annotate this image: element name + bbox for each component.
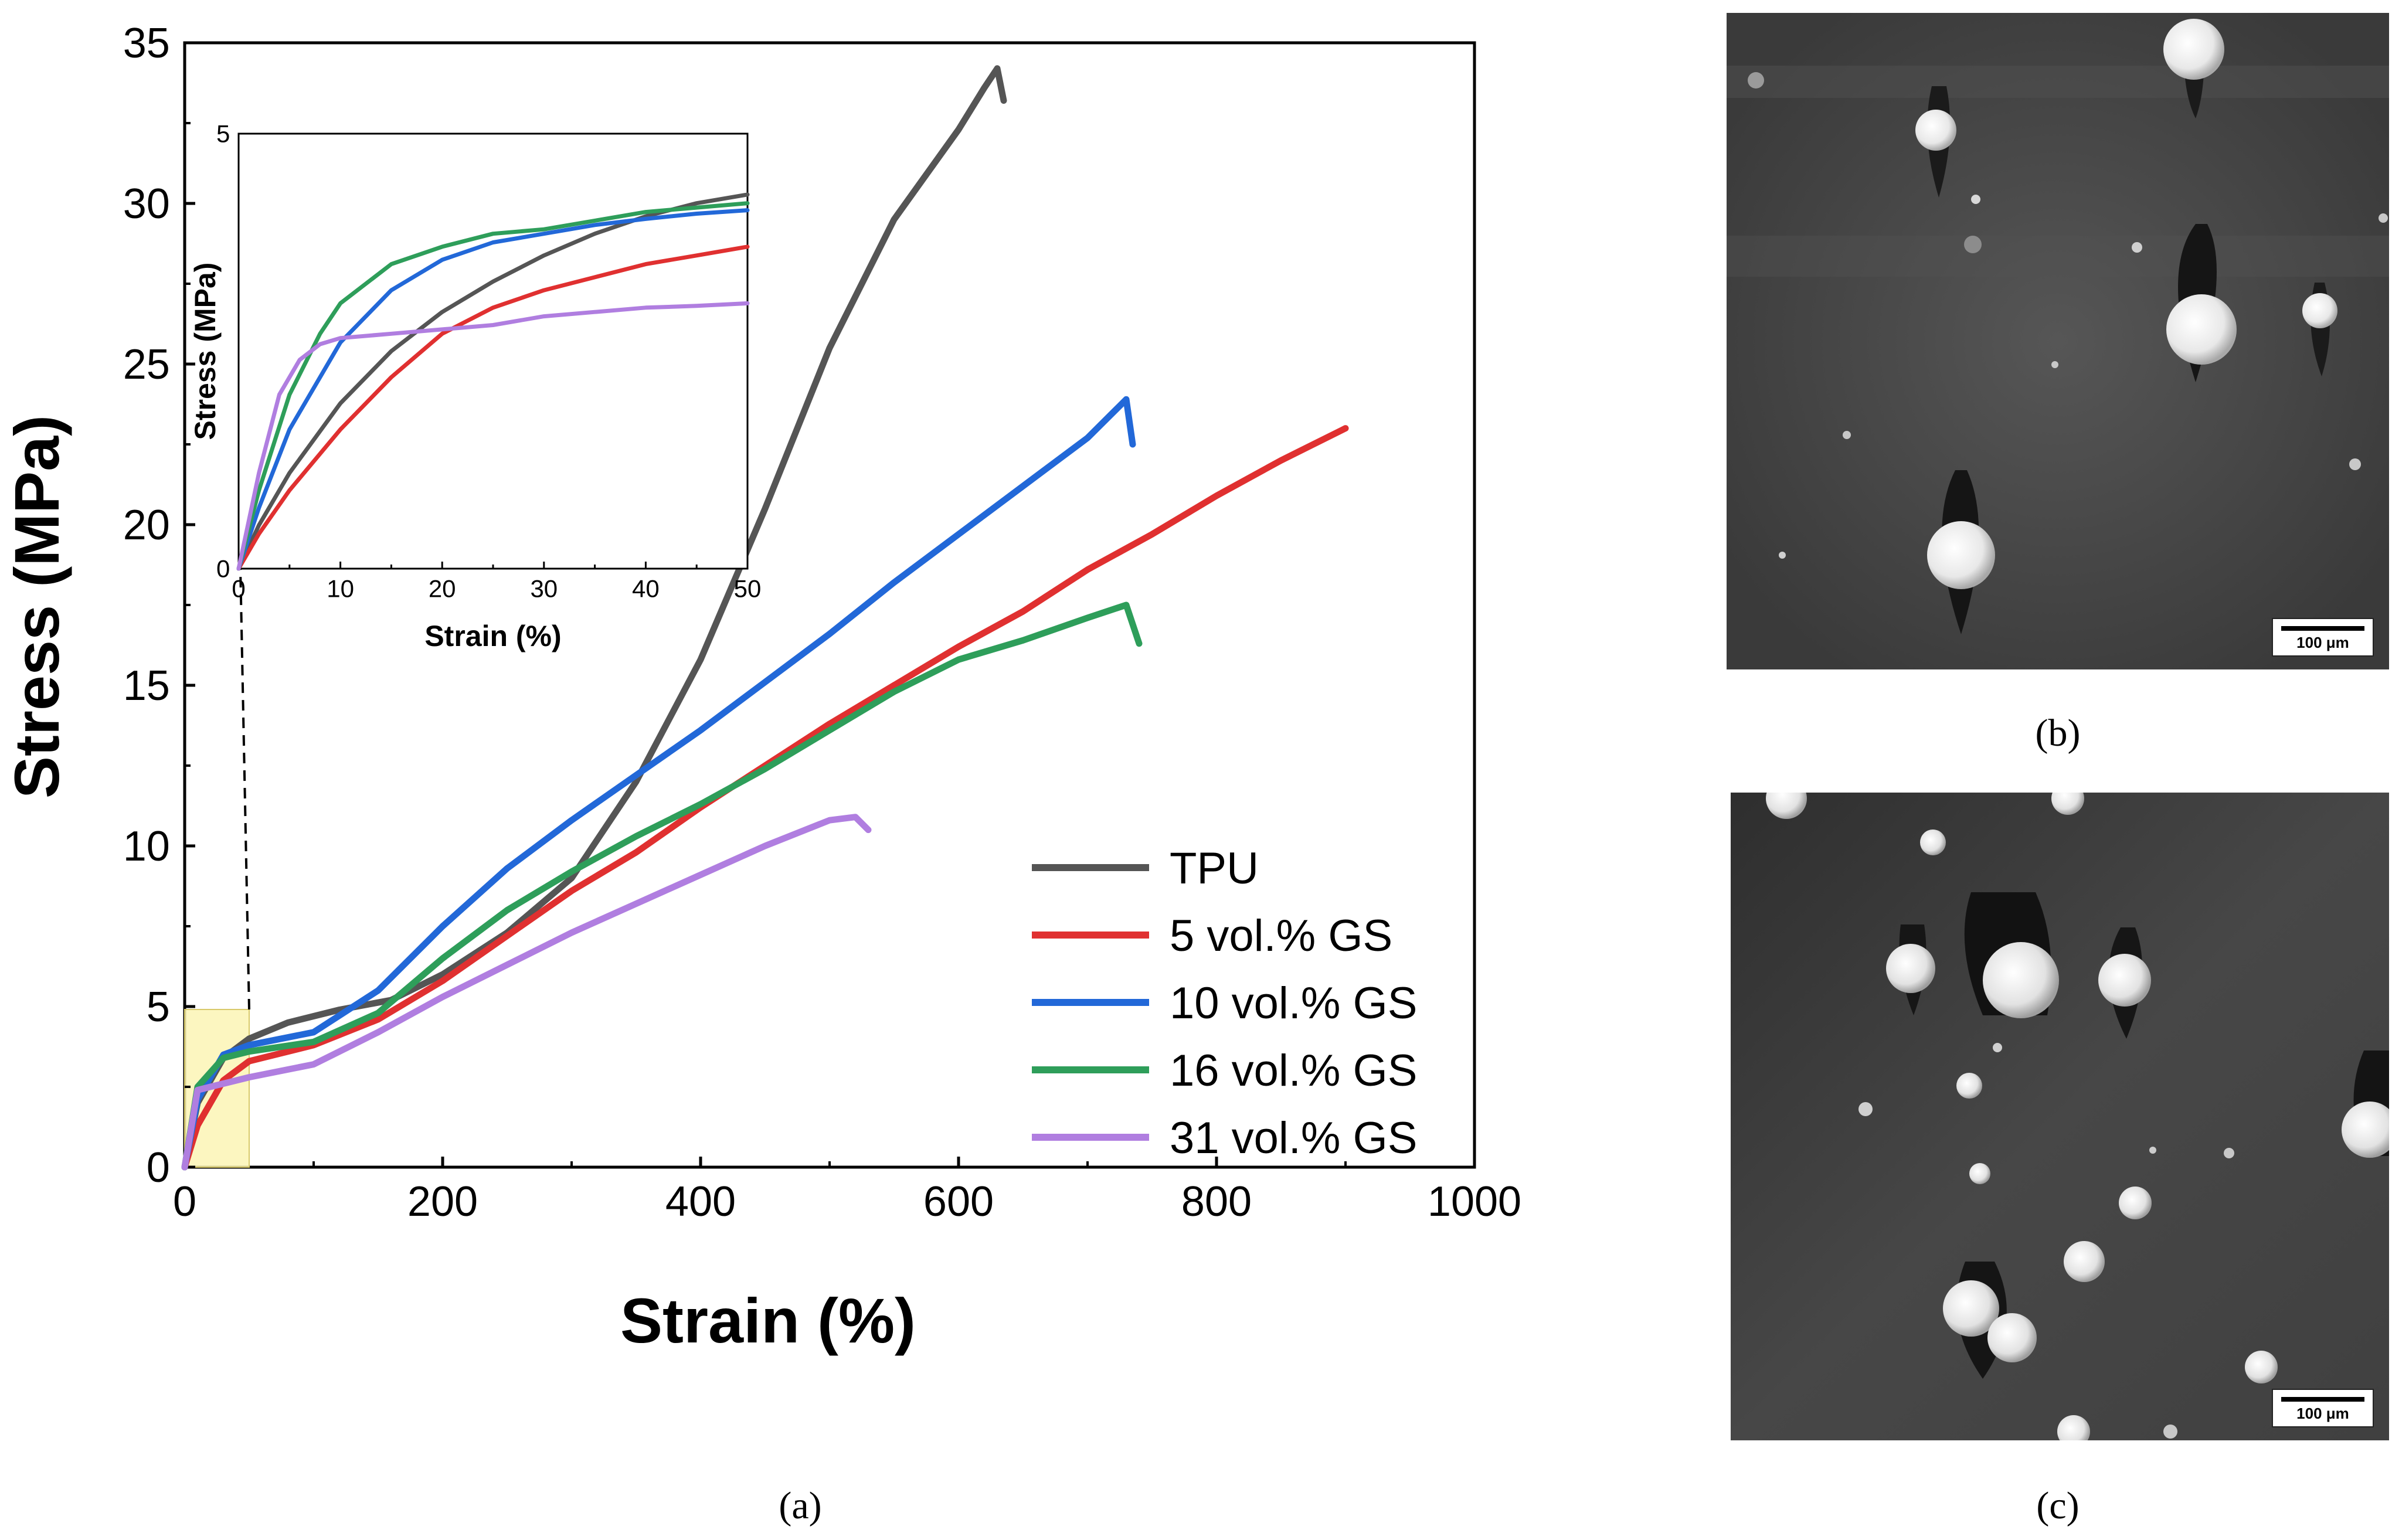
main-x-tick-label: 400	[665, 1178, 736, 1225]
inset-x-tick-label: 0	[232, 574, 245, 602]
scale-bar-b: 100 μm	[2272, 618, 2374, 657]
main-y-tick-label: 20	[123, 502, 170, 549]
inset-plot-frame	[237, 132, 749, 570]
inset-series-16-vol-gs	[236, 201, 750, 571]
main-x-tick-label: 1000	[1428, 1178, 1521, 1225]
main-series-10-vol-gs	[181, 396, 1136, 1171]
main-y-tick-label: 15	[123, 662, 170, 709]
legend-label-31-vol-gs: 31 vol.% GS	[1170, 1113, 1417, 1163]
legend: TPU 5 vol.% GS 10 vol.% GS 16 vol.% GS 31 vo…	[1032, 844, 1417, 1163]
inset-x-tick-label: 30	[530, 574, 558, 602]
main-series-tpu	[181, 65, 1007, 1171]
panel-label-a: (a)	[779, 1484, 821, 1527]
inset-x-tick-label: 40	[632, 574, 660, 602]
main-x-tick-label: 600	[923, 1178, 994, 1225]
legend-label-tpu: TPU	[1170, 844, 1259, 893]
legend-label-5-vol-gs: 5 vol.% GS	[1170, 911, 1392, 961]
particle	[1915, 110, 1956, 151]
main-y-tick-label: 0	[147, 1144, 170, 1191]
particle	[1927, 521, 1995, 589]
main-y-tick-label: 25	[123, 341, 170, 388]
legend-label-16-vol-gs: 16 vol.% GS	[1170, 1046, 1417, 1096]
main-y-tick-label: 35	[123, 20, 170, 67]
sem-micrograph-b: 100 μm	[1727, 13, 2389, 669]
inset-y-tick-label: 5	[216, 120, 230, 148]
main-x-tick-label: 0	[173, 1178, 196, 1225]
particle	[2163, 19, 2224, 80]
inset-chart: 0 10 20 30 40 50 0 5 Strain (%) Stress (MPa)	[189, 120, 761, 652]
inset-x-tick-label: 20	[429, 574, 456, 602]
main-x-axis-label: Strain (%)	[620, 1285, 916, 1356]
inset-series-31-vol-gs	[236, 301, 750, 571]
main-series-16-vol-gs	[181, 601, 1143, 1171]
sem-c-image	[1731, 793, 2389, 1440]
legend-label-10-vol-gs: 10 vol.% GS	[1170, 978, 1417, 1028]
inset-x-tick-label: 50	[734, 574, 762, 602]
inset-series-5-vol-gs	[236, 244, 750, 571]
scale-bar-c: 100 μm	[2272, 1389, 2374, 1427]
main-series-31-vol-gs	[181, 814, 872, 1171]
inset-y-tick-label: 0	[216, 555, 230, 583]
panel-label-b: (b)	[2036, 712, 2081, 754]
sem-micrograph-c: 100 μm	[1731, 793, 2389, 1440]
inset-x-tick-label: 10	[327, 574, 354, 602]
sem-b-image	[1727, 13, 2389, 669]
inset-series-tpu	[236, 192, 750, 571]
main-y-axis-label: Stress (MPa)	[1, 415, 72, 798]
scale-bar-c-label: 100 μm	[2296, 1405, 2349, 1422]
main-x-tick-label: 800	[1181, 1178, 1252, 1225]
inset-y-axis-label: Stress (MPa)	[189, 263, 222, 440]
main-y-tick-label: 5	[147, 984, 170, 1031]
main-y-tick-label: 30	[123, 181, 170, 227]
inset-series-10-vol-gs	[236, 208, 750, 571]
main-y-tick-label: 10	[123, 823, 170, 870]
zoom-connector-line	[239, 568, 250, 1010]
inset-x-axis-label: Strain (%)	[424, 620, 561, 652]
scale-bar-b-label: 100 μm	[2296, 634, 2349, 651]
panel-label-c: (c)	[2036, 1484, 2079, 1527]
particle	[2166, 294, 2237, 365]
particle	[2302, 293, 2337, 328]
main-x-tick-label: 200	[407, 1178, 478, 1225]
